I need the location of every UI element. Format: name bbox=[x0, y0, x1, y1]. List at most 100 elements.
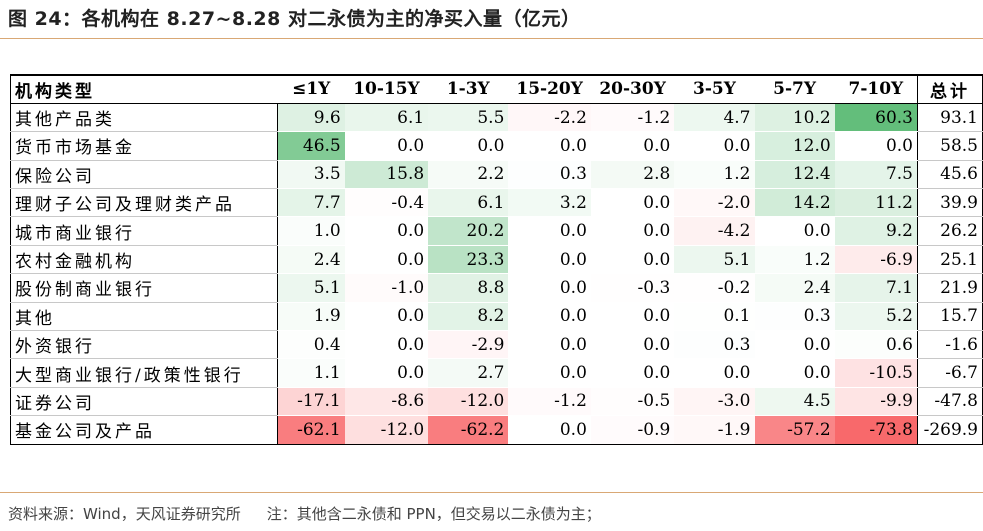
total-cell: 58.5 bbox=[917, 131, 983, 161]
value-cell: 8.2 bbox=[428, 302, 509, 332]
value-cell: 0.3 bbox=[508, 160, 591, 190]
value-cell: 5.5 bbox=[428, 103, 509, 133]
value-cell: -1.2 bbox=[590, 103, 675, 133]
value-cell: 2.4 bbox=[754, 273, 835, 303]
value-cell: 0.0 bbox=[428, 131, 509, 161]
value-cell: 2.2 bbox=[428, 160, 509, 190]
institution-name: 股份制商业银行 bbox=[9, 273, 279, 303]
value-cell: 8.8 bbox=[428, 273, 509, 303]
value-cell: -62.1 bbox=[277, 415, 345, 445]
column-header-tenor: 1-3Y bbox=[428, 73, 509, 104]
value-cell: 0.0 bbox=[754, 216, 835, 246]
total-cell: 26.2 bbox=[917, 216, 983, 246]
value-cell: 3.2 bbox=[508, 188, 591, 218]
column-header-institution: 机构类型 bbox=[9, 73, 278, 104]
value-cell: -0.2 bbox=[674, 273, 755, 303]
value-cell: 0.3 bbox=[674, 330, 755, 360]
value-cell: 0.0 bbox=[834, 131, 918, 161]
value-cell: 1.1 bbox=[277, 358, 345, 388]
value-cell: 0.0 bbox=[344, 358, 429, 388]
institution-name: 其他产品类 bbox=[9, 103, 279, 133]
value-cell: 1.0 bbox=[277, 216, 345, 246]
column-header-tenor: ≤1Y bbox=[277, 73, 345, 104]
value-cell: -3.0 bbox=[674, 387, 755, 417]
value-cell: 0.6 bbox=[834, 330, 918, 360]
value-cell: 0.0 bbox=[344, 302, 429, 332]
value-cell: 0.0 bbox=[674, 358, 755, 388]
value-cell: 12.4 bbox=[754, 160, 835, 190]
institution-name: 理财子公司及理财类产品 bbox=[9, 188, 279, 218]
value-cell: -1.0 bbox=[344, 273, 429, 303]
value-cell: 3.5 bbox=[277, 160, 345, 190]
value-cell: 0.0 bbox=[344, 245, 429, 275]
value-cell: -17.1 bbox=[277, 387, 345, 417]
value-cell: 1.2 bbox=[754, 245, 835, 275]
total-cell: 45.6 bbox=[917, 160, 983, 190]
value-cell: -2.9 bbox=[428, 330, 509, 360]
total-cell: -47.8 bbox=[917, 387, 983, 417]
value-cell: 0.0 bbox=[754, 330, 835, 360]
value-cell: -8.6 bbox=[344, 387, 429, 417]
value-cell: 0.0 bbox=[344, 216, 429, 246]
value-cell: 46.5 bbox=[277, 131, 345, 161]
value-cell: -0.4 bbox=[344, 188, 429, 218]
table-row: 其他 1.9 0.0 8.2 0.0 0.0 0.1 0.3 5.2 15.7 bbox=[9, 302, 983, 332]
value-cell: 6.1 bbox=[428, 188, 509, 218]
value-cell: 5.1 bbox=[674, 245, 755, 275]
table-row: 城市商业银行 1.0 0.0 20.2 0.0 0.0 -4.2 0.0 9.2 26.2 bbox=[9, 216, 983, 246]
value-cell: 7.7 bbox=[277, 188, 345, 218]
value-cell: 60.3 bbox=[834, 103, 918, 133]
value-cell: 0.0 bbox=[590, 216, 675, 246]
table-row: 其他产品类 9.6 6.1 5.5 -2.2 -1.2 4.7 10.2 60.3 93.1 bbox=[9, 103, 983, 133]
total-cell: -1.6 bbox=[917, 330, 983, 360]
column-header-total: 总计 bbox=[917, 73, 983, 104]
value-cell: 12.0 bbox=[754, 131, 835, 161]
value-cell: 15.8 bbox=[344, 160, 429, 190]
value-cell: -0.3 bbox=[590, 273, 675, 303]
total-cell: 93.1 bbox=[917, 103, 983, 133]
total-cell: 21.9 bbox=[917, 273, 983, 303]
table-body: 其他产品类 9.6 6.1 5.5 -2.2 -1.2 4.7 10.2 60.3 93.1 货币市… bbox=[9, 103, 983, 445]
value-cell: 2.8 bbox=[590, 160, 675, 190]
header-row: 机构类型 ≤1Y 10-15Y 1-3Y 15-20Y 20-30Y 3-5Y 5-7Y 7-… bbox=[9, 73, 983, 104]
table-row: 保险公司 3.5 15.8 2.2 0.3 2.8 1.2 12.4 7.5 45.6 bbox=[9, 160, 983, 190]
value-cell: 9.2 bbox=[834, 216, 918, 246]
institution-name: 农村金融机构 bbox=[9, 245, 279, 275]
institution-name: 货币市场基金 bbox=[9, 131, 279, 161]
net-purchase-table: 机构类型 ≤1Y 10-15Y 1-3Y 15-20Y 20-30Y 3-5Y 5-7Y 7-… bbox=[9, 73, 983, 445]
value-cell: 0.0 bbox=[590, 330, 675, 360]
institution-name: 城市商业银行 bbox=[9, 216, 279, 246]
total-cell: 15.7 bbox=[917, 302, 983, 332]
value-cell: 0.0 bbox=[590, 245, 675, 275]
table-row: 证券公司 -17.1 -8.6 -12.0 -1.2 -0.5 -3.0 4.5 -9.9 -47… bbox=[9, 387, 983, 417]
value-cell: 14.2 bbox=[754, 188, 835, 218]
value-cell: -6.9 bbox=[834, 245, 918, 275]
value-cell: 0.0 bbox=[508, 302, 591, 332]
footnote: 注：其他含二永债和 PPN，但交易以二永债为主； bbox=[266, 505, 601, 523]
value-cell: 7.1 bbox=[834, 273, 918, 303]
figure-title: 图 24：各机构在 8.27~8.28 对二永债为主的净买入量（亿元） bbox=[8, 8, 581, 30]
value-cell: 0.0 bbox=[754, 358, 835, 388]
value-cell: -57.2 bbox=[754, 415, 835, 445]
institution-name: 大型商业银行/政策性银行 bbox=[9, 358, 279, 388]
value-cell: 7.5 bbox=[834, 160, 918, 190]
value-cell: 0.0 bbox=[508, 131, 591, 161]
value-cell: 23.3 bbox=[428, 245, 509, 275]
value-cell: 4.5 bbox=[754, 387, 835, 417]
institution-name: 其他 bbox=[9, 302, 279, 332]
value-cell: 2.7 bbox=[428, 358, 509, 388]
total-cell: -6.7 bbox=[917, 358, 983, 388]
value-cell: 0.0 bbox=[590, 358, 675, 388]
column-header-tenor: 5-7Y bbox=[754, 73, 835, 104]
value-cell: 0.0 bbox=[344, 330, 429, 360]
footer-divider bbox=[0, 492, 983, 493]
value-cell: -62.2 bbox=[428, 415, 509, 445]
column-header-tenor: 10-15Y bbox=[344, 73, 429, 104]
value-cell: 20.2 bbox=[428, 216, 509, 246]
institution-name: 保险公司 bbox=[9, 160, 279, 190]
value-cell: 0.0 bbox=[674, 131, 755, 161]
value-cell: -0.9 bbox=[590, 415, 675, 445]
institution-name: 证券公司 bbox=[9, 387, 279, 417]
total-cell: 39.9 bbox=[917, 188, 983, 218]
column-header-tenor: 15-20Y bbox=[508, 73, 591, 104]
